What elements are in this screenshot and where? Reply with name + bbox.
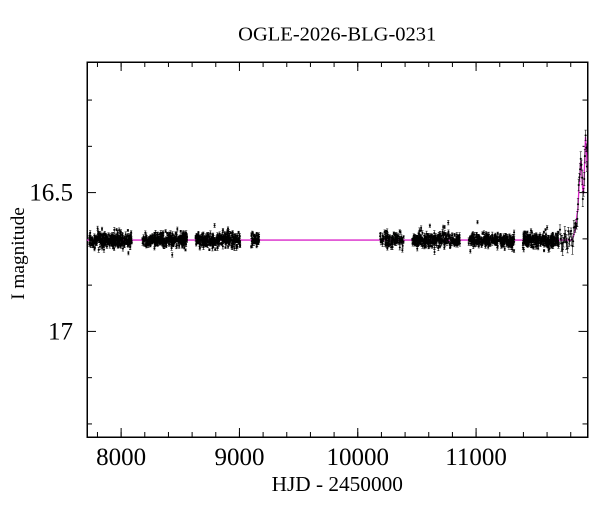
svg-text:I magnitude: I magnitude bbox=[8, 207, 29, 300]
svg-text:OGLE-2026-BLG-0231: OGLE-2026-BLG-0231 bbox=[238, 24, 436, 46]
svg-text:10000: 10000 bbox=[327, 444, 390, 471]
svg-text:HJD - 2450000: HJD - 2450000 bbox=[272, 472, 403, 496]
svg-text:17: 17 bbox=[48, 318, 73, 345]
svg-text:9000: 9000 bbox=[214, 444, 264, 471]
svg-text:8000: 8000 bbox=[96, 444, 146, 471]
svg-text:11000: 11000 bbox=[445, 444, 507, 471]
svg-text:16.5: 16.5 bbox=[29, 180, 73, 207]
